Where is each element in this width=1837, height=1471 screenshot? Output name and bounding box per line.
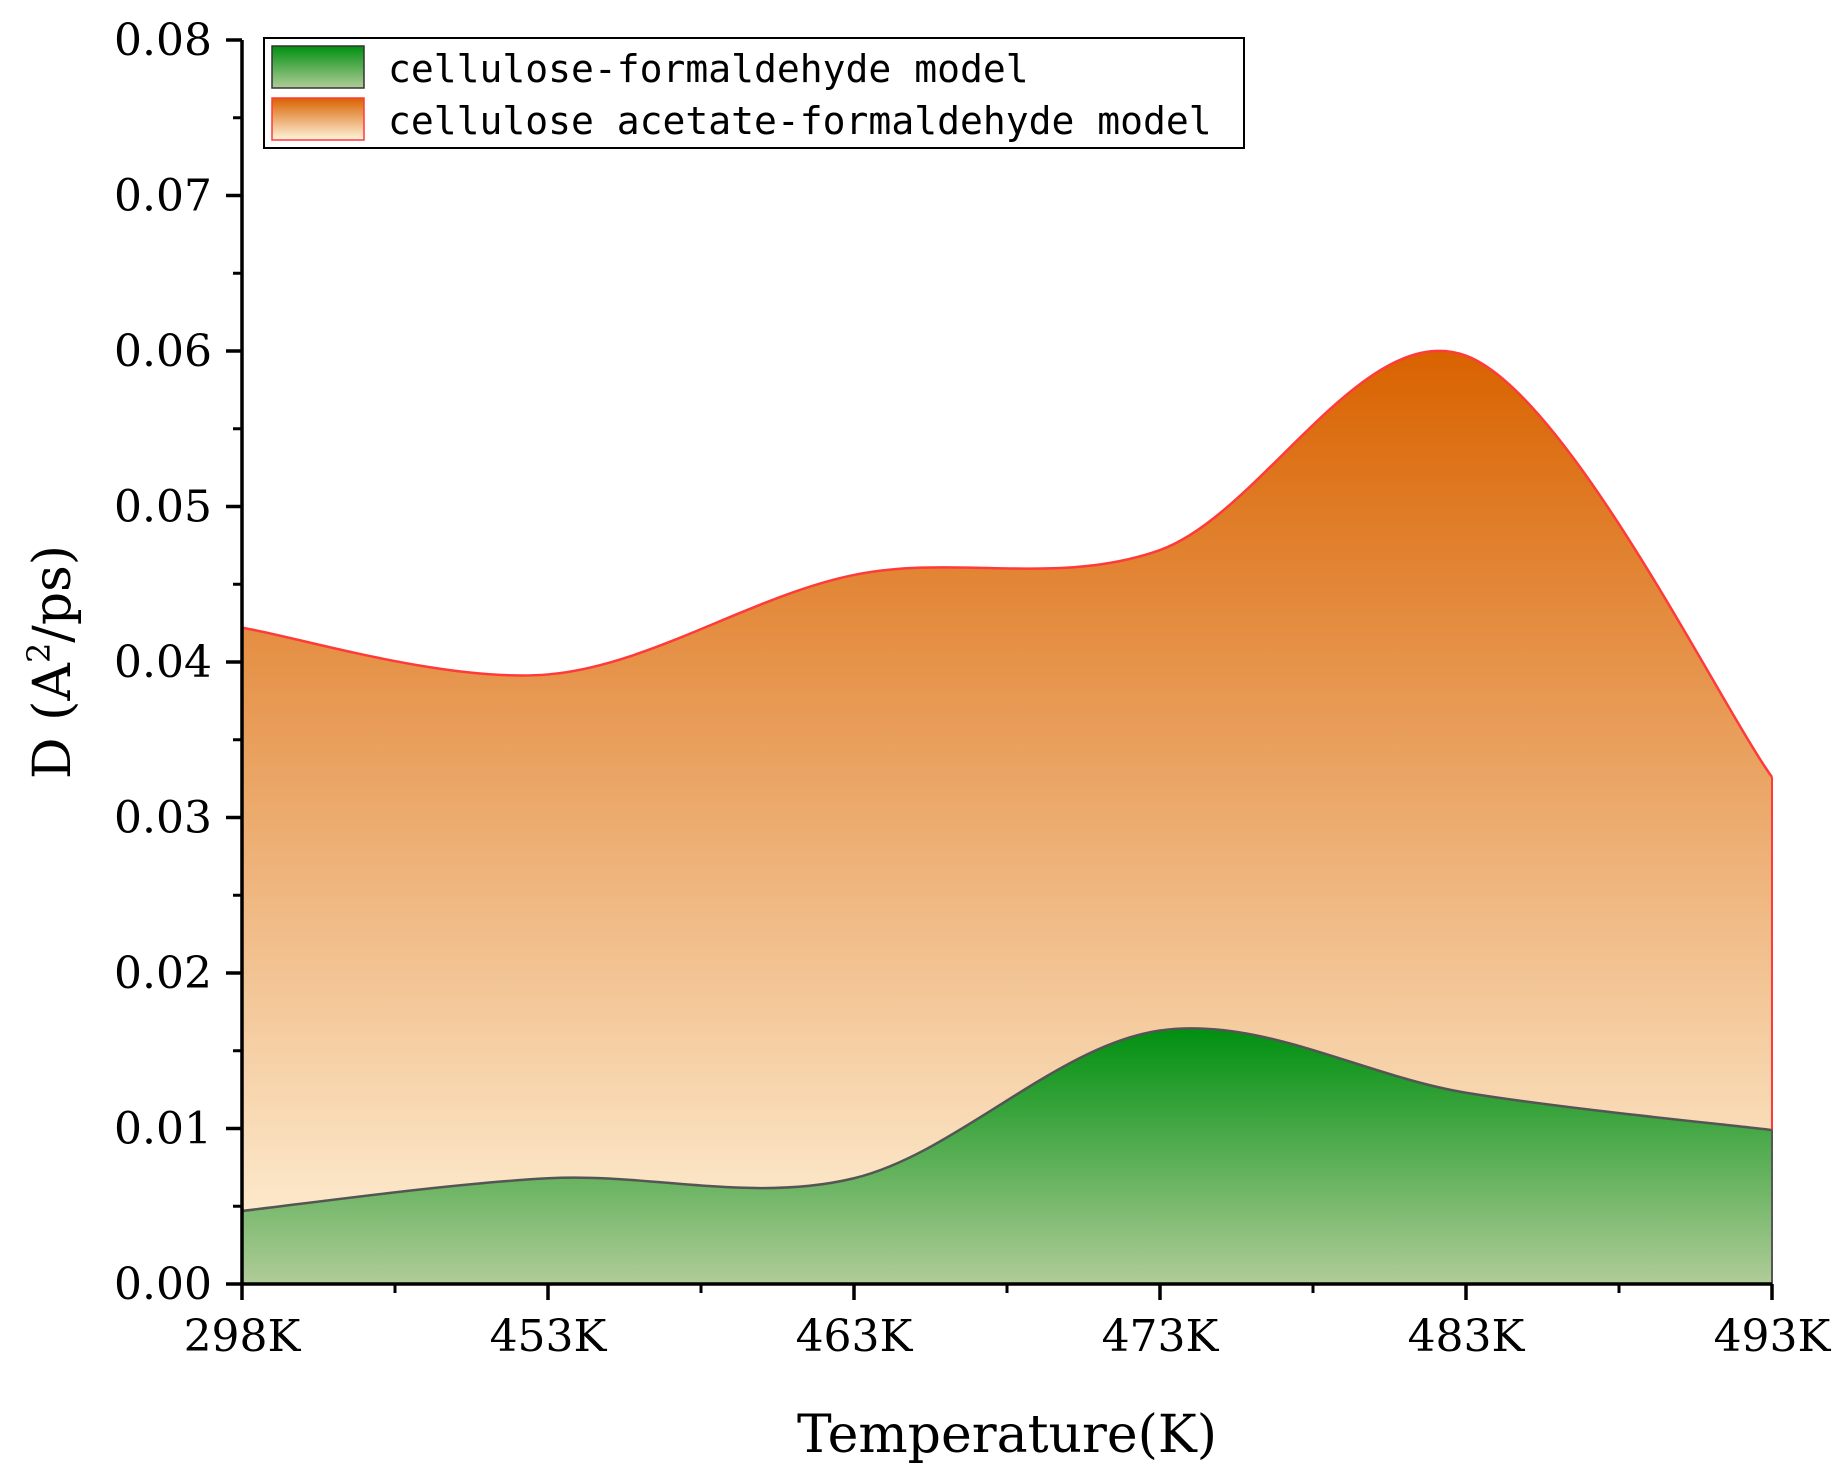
y-axis-title-pre: D (A	[23, 662, 83, 780]
x-axis-title: Temperature(K)	[797, 1405, 1217, 1465]
y-tick-label: 0.02	[114, 948, 212, 999]
x-tick-label: 473K	[1102, 1311, 1220, 1362]
y-axis-ticks: 0.00 0.01 0.02 0.03 0.04 0.05 0.06 0.07 0.08	[114, 15, 242, 1310]
y-axis-title: D (A2/ps)	[20, 545, 83, 779]
y-tick-label: 0.00	[114, 1259, 212, 1310]
legend: cellulose-formaldehyde model cellulose a…	[263, 37, 1245, 149]
y-tick-label: 0.08	[114, 15, 212, 66]
legend-box	[263, 37, 1245, 149]
y-tick-label: 0.01	[114, 1104, 212, 1155]
y-tick-label: 0.05	[114, 482, 212, 533]
plot-area	[241, 349, 1774, 1284]
y-tick-label: 0.07	[114, 171, 212, 222]
y-tick-label: 0.04	[114, 637, 212, 688]
x-tick-label: 298K	[184, 1311, 302, 1362]
x-tick-label: 493K	[1714, 1311, 1832, 1362]
legend-label-orange: cellulose acetate-formaldehyde model	[388, 99, 1212, 143]
y-axis-title-post: /ps)	[23, 545, 83, 643]
x-tick-label: 453K	[490, 1311, 608, 1362]
legend-swatch-green	[271, 45, 365, 89]
y-axis-title-sup: 2	[20, 643, 58, 663]
area-series-acetate-line	[241, 349, 1774, 778]
area-series-cellulose-line	[241, 1027, 1773, 1213]
x-axis-ticks: 298K 453K 463K 473K 483K 493K	[184, 1284, 1832, 1362]
legend-label-green: cellulose-formaldehyde model	[388, 47, 1029, 91]
x-tick-label: 483K	[1408, 1311, 1526, 1362]
y-tick-label: 0.06	[114, 326, 212, 377]
area-series-cellulose-fill	[242, 1028, 1772, 1284]
x-tick-label: 463K	[796, 1311, 914, 1362]
legend-swatch-orange	[271, 97, 365, 141]
area-series-acetate-fill	[242, 350, 1772, 1284]
y-tick-label: 0.03	[114, 793, 212, 844]
